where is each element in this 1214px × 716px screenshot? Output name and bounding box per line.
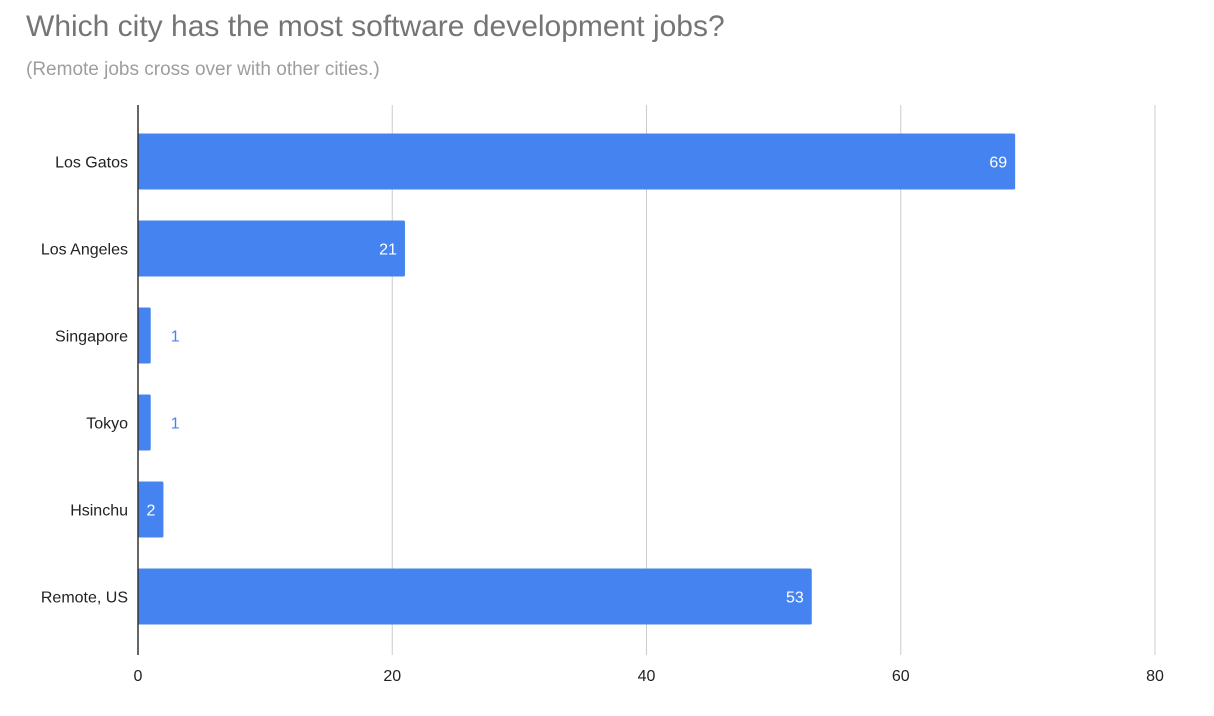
x-tick-label: 0 bbox=[134, 668, 143, 685]
bar bbox=[138, 568, 812, 625]
data-label: 1 bbox=[171, 329, 180, 346]
x-tick-label: 40 bbox=[638, 668, 656, 685]
bar bbox=[138, 133, 1016, 190]
category-label: Los Gatos bbox=[55, 155, 128, 172]
bar bbox=[138, 394, 151, 451]
category-label: Tokyo bbox=[86, 416, 128, 433]
category-label: Los Angeles bbox=[41, 242, 128, 259]
bar bbox=[138, 220, 405, 277]
chart-title: Which city has the most software develop… bbox=[26, 10, 725, 43]
category-label: Singapore bbox=[55, 329, 128, 346]
x-tick-label: 60 bbox=[892, 668, 910, 685]
chart-subtitle: (Remote jobs cross over with other citie… bbox=[26, 59, 380, 80]
data-label: 2 bbox=[147, 503, 156, 520]
data-label: 21 bbox=[379, 242, 397, 259]
bar bbox=[138, 307, 151, 364]
gridlines bbox=[391, 105, 1156, 655]
data-label: 69 bbox=[989, 155, 1007, 172]
x-tick-label: 20 bbox=[383, 668, 401, 685]
x-tick-label: 80 bbox=[1146, 668, 1164, 685]
data-label: 53 bbox=[786, 590, 804, 607]
bars bbox=[138, 133, 1016, 625]
bar bbox=[138, 481, 164, 538]
category-label: Hsinchu bbox=[70, 503, 128, 520]
data-label: 1 bbox=[171, 416, 180, 433]
category-label: Remote, US bbox=[41, 590, 128, 607]
